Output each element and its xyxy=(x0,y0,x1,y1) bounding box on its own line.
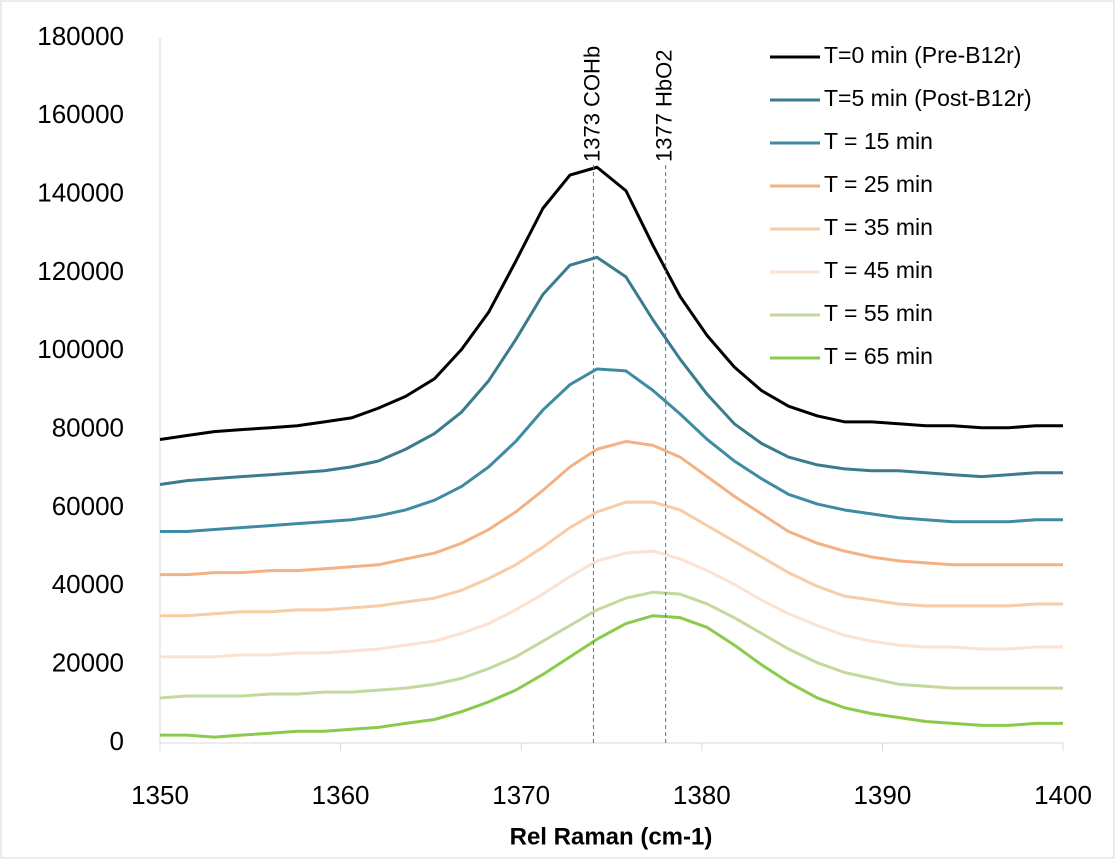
x-axis-title: Rel Raman (cm-1) xyxy=(510,823,713,850)
series-line xyxy=(160,614,1063,739)
y-tick-label: 20000 xyxy=(52,648,124,678)
y-tick-label: 100000 xyxy=(37,334,124,364)
y-tick-label: 180000 xyxy=(37,21,124,51)
legend-label: T=5 min (Post-B12r) xyxy=(824,85,1032,111)
legend-label: T=0 min (Pre-B12r) xyxy=(824,42,1021,68)
y-tick-label: 80000 xyxy=(52,413,124,443)
y-tick-label: 160000 xyxy=(37,99,124,129)
x-tick-label: 1370 xyxy=(492,780,550,810)
x-tick-label: 1400 xyxy=(1034,780,1092,810)
x-tick-label: 1380 xyxy=(673,780,731,810)
legend-label: T = 65 min xyxy=(824,343,933,369)
legend-label: T = 15 min xyxy=(824,128,933,154)
legend-label: T = 55 min xyxy=(824,300,933,326)
legend-label: T = 25 min xyxy=(824,171,933,197)
annotation-label: 1373 COHb xyxy=(579,46,604,162)
y-tick-label: 120000 xyxy=(37,256,124,286)
series-line xyxy=(159,590,1063,700)
series-line xyxy=(160,500,1063,618)
y-tick-label: 40000 xyxy=(52,569,124,599)
series-line xyxy=(160,367,1063,533)
series-line xyxy=(160,439,1063,577)
x-tick-label: 1350 xyxy=(131,780,189,810)
annotation-label: 1377 HbO2 xyxy=(651,49,676,162)
legend-label: T = 45 min xyxy=(824,257,933,283)
y-tick-label: 140000 xyxy=(37,178,124,208)
y-tick-label: 0 xyxy=(110,726,124,756)
x-tick-label: 1390 xyxy=(853,780,911,810)
series-line xyxy=(159,165,1063,441)
series-line xyxy=(159,255,1063,486)
legend-label: T = 35 min xyxy=(824,214,933,240)
series-line xyxy=(160,549,1063,659)
x-tick-label: 1360 xyxy=(312,780,370,810)
y-tick-label: 60000 xyxy=(52,491,124,521)
